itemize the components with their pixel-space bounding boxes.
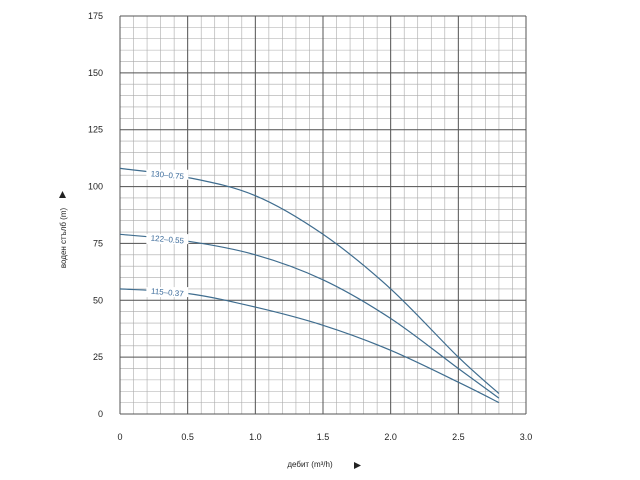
y-tick-label: 0 <box>98 409 103 419</box>
series-label-bg <box>146 169 189 180</box>
major-grid <box>119 15 527 415</box>
series-label: 130–0.75 <box>150 169 185 181</box>
y-axis-arrow-icon <box>59 191 66 198</box>
x-axis-arrow-icon <box>354 462 361 469</box>
y-tick-label: 175 <box>88 11 103 21</box>
x-axis-label: дебит (m³/h) <box>287 460 333 469</box>
y-axis-label-group: воден стълб (m) <box>59 208 68 269</box>
y-tick-label: 150 <box>88 68 103 78</box>
y-tick-label: 25 <box>93 352 103 362</box>
y-tick-labels: 0 25 50 75 100 125 150 175 <box>88 11 103 419</box>
series-label-bg <box>146 287 189 298</box>
series-layer: 130–0.75 122–0.55 115–0.37 <box>119 167 500 404</box>
y-tick-label: 75 <box>93 238 103 248</box>
y-axis-label: воден стълб (m) <box>59 208 68 269</box>
x-tick-label: 1.5 <box>317 432 330 442</box>
x-tick-label: 2.0 <box>384 432 397 442</box>
series-label: 122–0.55 <box>150 234 185 246</box>
y-tick-label: 100 <box>88 182 103 192</box>
x-tick-label: 0.5 <box>181 432 194 442</box>
x-tick-label: 1.0 <box>249 432 262 442</box>
x-tick-label: 3.0 <box>520 432 533 442</box>
y-tick-label: 50 <box>93 295 103 305</box>
x-tick-labels: 0 0.5 1.0 1.5 2.0 2.5 3.0 <box>117 432 532 442</box>
x-tick-label: 0 <box>117 432 122 442</box>
series-label: 115–0.37 <box>151 287 185 299</box>
x-tick-label: 2.5 <box>452 432 465 442</box>
series-label-bg <box>146 234 189 245</box>
y-tick-label: 125 <box>88 125 103 135</box>
